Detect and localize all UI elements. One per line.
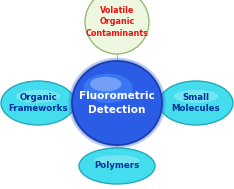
Ellipse shape <box>72 61 162 145</box>
Ellipse shape <box>174 90 218 103</box>
Ellipse shape <box>79 148 155 184</box>
Text: Volatile
Organic
Contaminants: Volatile Organic Contaminants <box>86 6 148 38</box>
Text: Small
Molecules: Small Molecules <box>172 93 220 113</box>
Text: Organic
Frameworks: Organic Frameworks <box>8 93 68 113</box>
Ellipse shape <box>16 90 60 103</box>
Ellipse shape <box>68 58 166 148</box>
Ellipse shape <box>1 81 75 125</box>
Ellipse shape <box>85 0 149 54</box>
Ellipse shape <box>83 74 133 103</box>
Ellipse shape <box>90 77 121 91</box>
Ellipse shape <box>72 61 162 145</box>
Text: Polymers: Polymers <box>94 161 140 170</box>
Ellipse shape <box>70 59 164 147</box>
Ellipse shape <box>159 81 233 125</box>
Text: Fluorometric
Detection: Fluorometric Detection <box>79 91 155 115</box>
Ellipse shape <box>94 155 140 166</box>
